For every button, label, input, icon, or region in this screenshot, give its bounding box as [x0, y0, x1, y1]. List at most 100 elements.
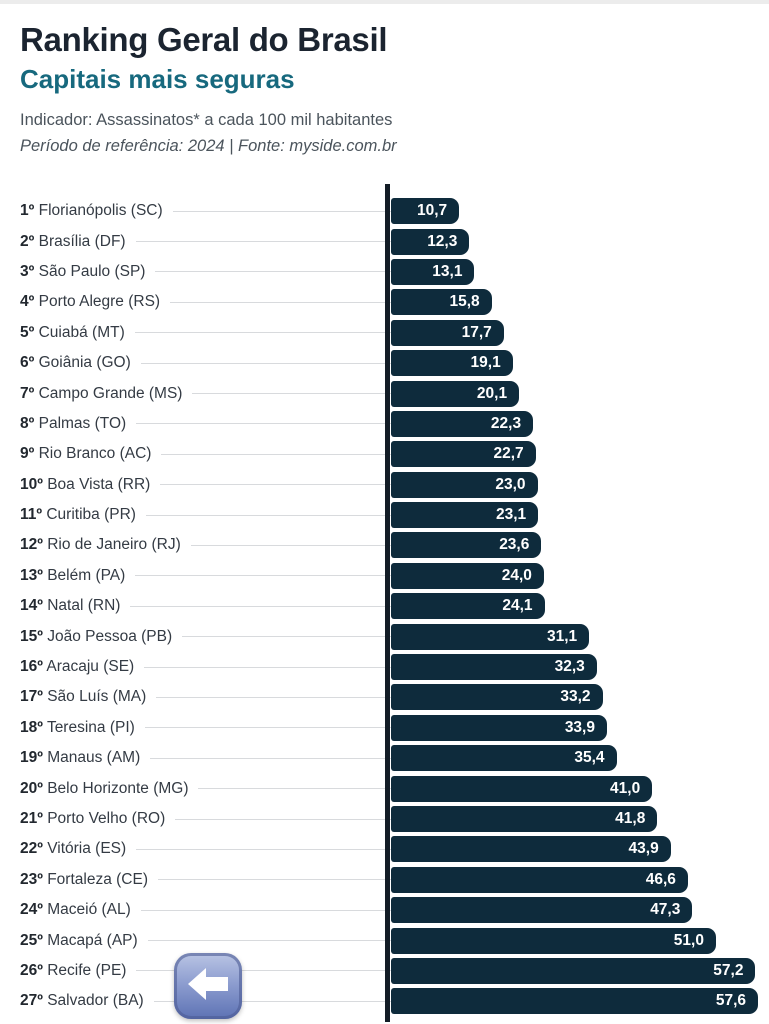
chart-row: 6º Goiânia (GO) 19,1 [0, 348, 769, 378]
leader-line [170, 301, 391, 303]
rank-label: 24º [20, 901, 43, 919]
baseline-axis [385, 184, 390, 1022]
row-label: 26º Recife (PE) [20, 962, 126, 980]
value-bar: 22,7 [391, 441, 536, 468]
chart-row: 1º Florianópolis (SC) 10,7 [0, 196, 769, 226]
bar-track: 13,1 [391, 258, 769, 285]
value-bar: 57,6 [391, 988, 758, 1015]
rank-label: 5º [20, 323, 35, 341]
row-label: 21º Porto Velho (RO) [20, 810, 165, 828]
chart-row: 20º Belo Horizonte (MG) 41,0 [0, 773, 769, 803]
value-label: 41,8 [615, 810, 646, 827]
value-bar: 57,2 [391, 957, 756, 984]
leader-line [147, 940, 391, 942]
city-label: Fortaleza (CE) [47, 870, 148, 888]
leader-line [136, 848, 391, 850]
bar-track: 12,3 [391, 228, 769, 255]
rank-label: 1º [20, 202, 35, 220]
chart-row: 4º Porto Alegre (RS) 15,8 [0, 287, 769, 317]
row-label: 13º Belém (PA) [20, 567, 125, 585]
chart-rows: 1º Florianópolis (SC) 10,7 2º Brasília (… [0, 196, 769, 1017]
city-label: São Paulo (SP) [38, 262, 146, 280]
value-bar: 15,8 [391, 289, 492, 316]
leader-line [130, 605, 391, 607]
row-label: 8º Palmas (TO) [20, 415, 126, 433]
value-bar: 17,7 [391, 319, 504, 346]
leader-line [161, 453, 391, 455]
leader-line [145, 514, 391, 516]
city-label: Florianópolis (SC) [38, 202, 163, 220]
value-label: 35,4 [574, 749, 605, 767]
bar-track: 23,6 [391, 532, 769, 559]
chart-row: 11º Curitiba (PR) 23,1 [0, 500, 769, 530]
row-label: 3º São Paulo (SP) [20, 263, 145, 281]
chart-row: 2º Brasília (DF) 12,3 [0, 226, 769, 256]
value-label: 15,8 [449, 293, 480, 311]
bar-track: 46,6 [391, 866, 769, 893]
value-label: 23,1 [496, 506, 527, 524]
chart-row: 9º Rio Branco (AC) 22,7 [0, 439, 769, 469]
value-label: 24,1 [502, 597, 533, 615]
row-label: 22º Vitória (ES) [20, 840, 126, 858]
leader-line [182, 636, 391, 638]
bar-track: 33,9 [391, 714, 769, 741]
leader-line [198, 788, 391, 790]
chart-row: 19º Manaus (AM) 35,4 [0, 743, 769, 773]
bar-track: 23,1 [391, 502, 769, 529]
city-label: Teresina (PI) [46, 718, 135, 736]
leader-line [136, 970, 391, 972]
value-bar: 23,0 [391, 471, 538, 498]
value-bar: 47,3 [391, 897, 693, 924]
chart-row: 23º Fortaleza (CE) 46,6 [0, 865, 769, 895]
rank-label: 2º [20, 232, 35, 250]
city-label: Vitória (ES) [47, 840, 127, 858]
city-label: Salvador (BA) [47, 992, 144, 1010]
chart-row: 5º Cuiabá (MT) 17,7 [0, 318, 769, 348]
row-label: 5º Cuiabá (MT) [20, 324, 125, 342]
city-label: Goiânia (GO) [38, 354, 131, 372]
bar-track: 24,1 [391, 593, 769, 620]
value-label: 41,0 [610, 779, 641, 797]
row-label: 17º São Luís (MA) [20, 688, 146, 706]
value-label: 12,3 [427, 232, 458, 250]
city-label: Recife (PE) [47, 961, 127, 979]
row-label: 16º Aracaju (SE) [20, 658, 134, 676]
rank-label: 10º [20, 475, 43, 493]
row-label: 4º Porto Alegre (RS) [20, 293, 160, 311]
value-bar: 24,1 [391, 593, 545, 620]
value-label: 57,6 [715, 992, 746, 1010]
rank-label: 11º [20, 506, 43, 524]
value-bar: 20,1 [391, 380, 520, 407]
rank-label: 14º [20, 597, 43, 615]
value-bar: 10,7 [391, 198, 460, 225]
rank-label: 12º [20, 536, 43, 554]
page-title: Ranking Geral do Brasil [20, 21, 388, 58]
city-label: Manaus (AM) [47, 749, 141, 767]
leader-line [175, 818, 391, 820]
value-label: 22,3 [490, 414, 522, 432]
value-label: 33,9 [564, 718, 595, 736]
row-label: 11º Curitiba (PR) [20, 506, 136, 524]
rank-label: 17º [20, 688, 43, 706]
rank-label: 20º [20, 779, 43, 797]
value-bar: 31,1 [391, 623, 590, 650]
row-label: 1º Florianópolis (SC) [20, 202, 163, 220]
chart-row: 16º Aracaju (SE) 32,3 [0, 652, 769, 682]
value-bar: 46,6 [391, 866, 688, 893]
reference-source-line: Período de referência: 2024 | Fonte: mys… [20, 137, 397, 155]
row-label: 6º Goiânia (GO) [20, 354, 131, 372]
leader-line [134, 332, 391, 334]
row-label: 9º Rio Branco (AC) [20, 445, 151, 463]
rank-label: 6º [20, 354, 35, 372]
city-label: Natal (RN) [47, 597, 121, 615]
bar-track: 51,0 [391, 927, 769, 954]
row-label: 23º Fortaleza (CE) [20, 871, 148, 889]
bar-track: 43,9 [391, 836, 769, 863]
bar-track: 41,8 [391, 806, 769, 832]
bar-track: 23,0 [391, 471, 769, 498]
row-label: 18º Teresina (PI) [20, 719, 135, 737]
value-label: 23,6 [499, 536, 530, 554]
city-label: Brasília (DF) [38, 232, 126, 250]
value-bar: 51,0 [391, 927, 716, 954]
indicator-line: Indicador: Assassinatos* a cada 100 mil … [20, 111, 393, 129]
